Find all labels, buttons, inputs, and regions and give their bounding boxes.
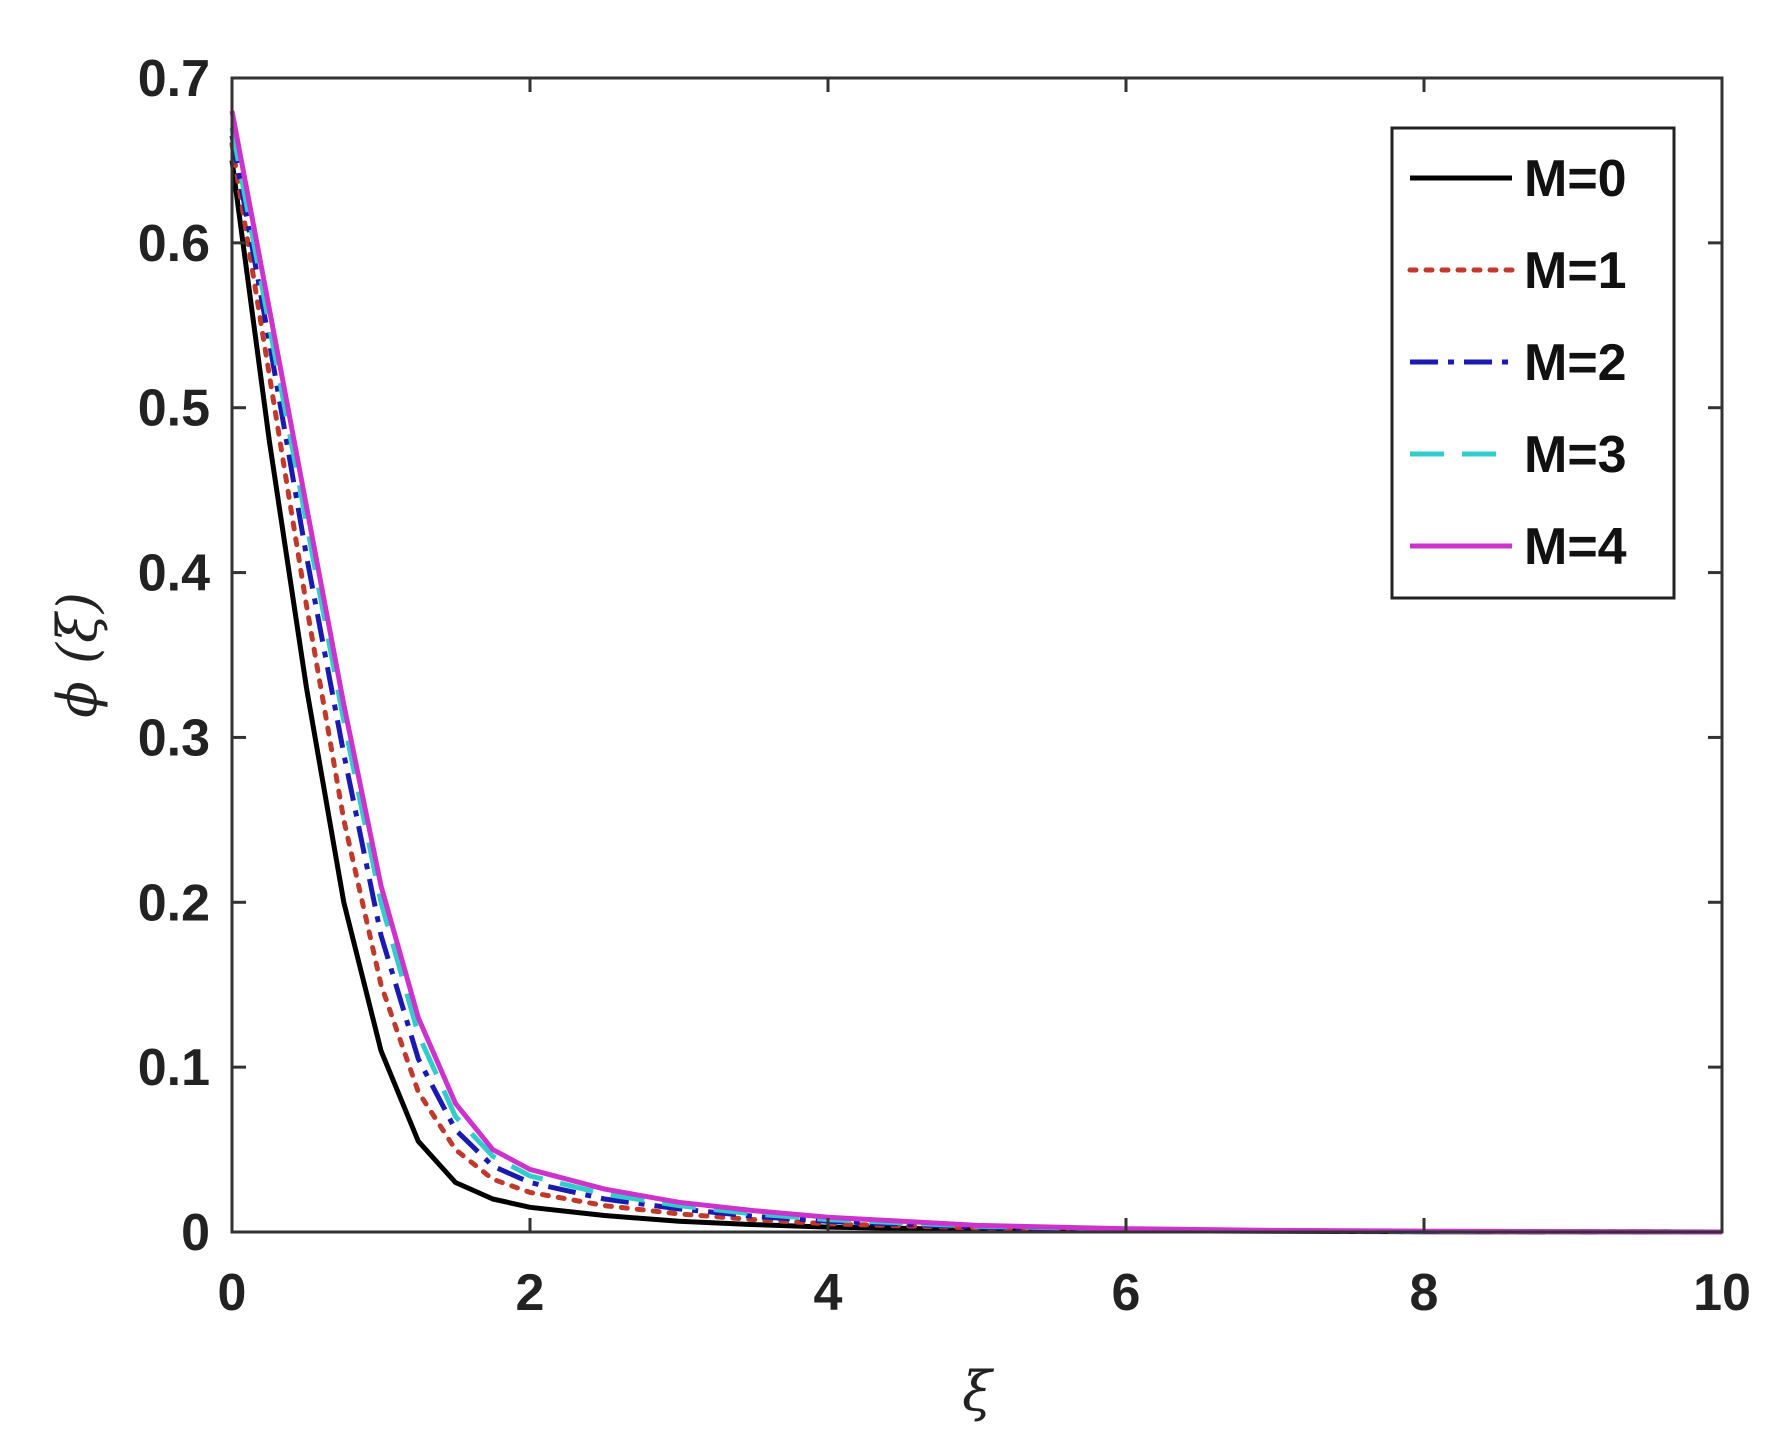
x-tick-label: 10 — [1693, 1264, 1751, 1322]
y-tick-label: 0.4 — [138, 545, 210, 603]
x-tick-label: 8 — [1410, 1264, 1439, 1322]
plot-frame — [230, 76, 1724, 1234]
axis-ticks: 0 2 4 6 8 10 0 0.1 0.2 0.3 0.4 0.5 0.6 0.7 — [138, 50, 1751, 1322]
legend-entry-2: M=2 — [1524, 334, 1627, 392]
legend-entry-4: M=4 — [1524, 518, 1627, 576]
legend-entry-0: M=0 — [1524, 150, 1627, 208]
y-tick-label: 0.5 — [138, 380, 210, 438]
y-tick-label: 0.1 — [138, 1039, 210, 1097]
y-tick-label: 0.6 — [138, 215, 210, 273]
x-axis-label: ξ — [962, 1360, 994, 1423]
y-tick-label: 0.2 — [138, 874, 210, 932]
series-line-3 — [229, 127, 1723, 1235]
legend-entry-1: M=1 — [1524, 242, 1627, 300]
y-axis-label: ϕ (ξ) — [46, 592, 109, 718]
legend-entry-3: M=3 — [1524, 426, 1627, 484]
x-tick-label: 0 — [218, 1264, 247, 1322]
x-tick-label: 6 — [1112, 1264, 1141, 1322]
x-tick-label: 4 — [814, 1264, 843, 1322]
x-tick-label: 2 — [516, 1264, 545, 1322]
series-line-4 — [229, 110, 1723, 1235]
y-tick-label: 0.3 — [138, 709, 210, 767]
y-tick-label: 0.7 — [138, 50, 210, 108]
legend: M=0 M=1 M=2 M=3 M=4 — [1390, 126, 1676, 600]
legend-box — [1390, 126, 1676, 600]
y-tick-label: 0 — [181, 1204, 210, 1262]
